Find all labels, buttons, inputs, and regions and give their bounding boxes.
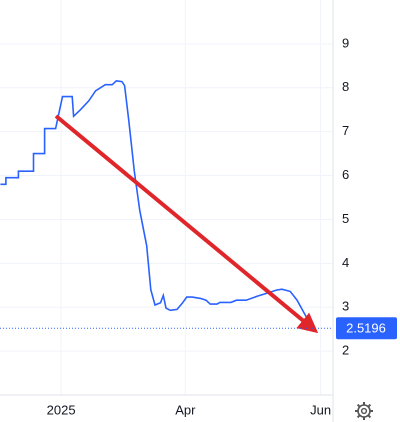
settings-icon[interactable]	[355, 402, 373, 420]
grid	[0, 0, 333, 395]
y-tick-label: 9	[342, 35, 349, 50]
y-tick-label: 3	[342, 299, 349, 314]
x-tick-label: 2025	[47, 402, 76, 417]
y-tick-label: 5	[342, 211, 349, 226]
last-value-label: 2.5196	[346, 321, 386, 336]
y-tick-label: 6	[342, 167, 349, 182]
x-tick-label: Apr	[175, 402, 196, 417]
plot	[0, 79, 312, 329]
trend-arrow	[54, 114, 319, 334]
line	[0, 79, 312, 329]
x-tick-label: Jun	[310, 402, 331, 417]
y-tick-label: 2	[342, 343, 349, 358]
y-tick-label: 4	[342, 255, 349, 270]
y-tick-label: 7	[342, 123, 349, 138]
y-tick-label: 8	[342, 79, 349, 94]
last-value-box	[336, 317, 397, 340]
